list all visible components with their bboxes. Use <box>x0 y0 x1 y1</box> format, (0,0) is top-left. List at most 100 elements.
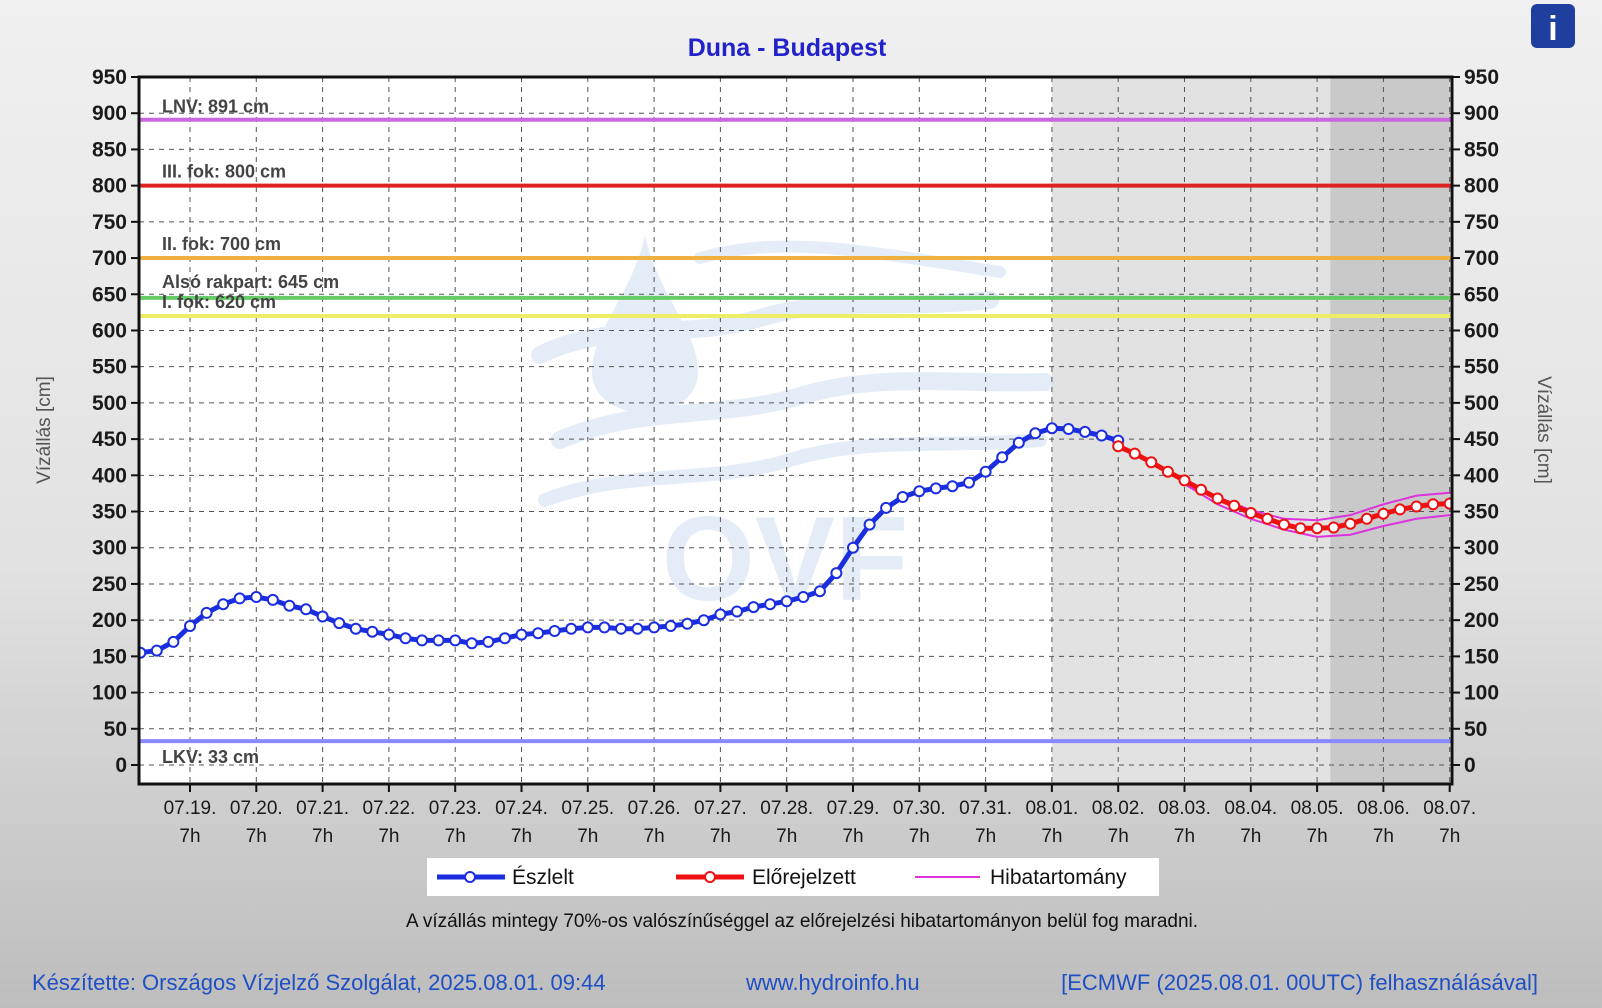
y-tick-label-left-750: 750 <box>92 211 127 234</box>
series-1-point-19 <box>1427 498 1440 511</box>
series-0-point-38 <box>764 598 777 611</box>
x-tick-date-10: 07.29. <box>827 798 880 819</box>
series-0-point-58 <box>1095 429 1108 442</box>
series-0-point-53 <box>1012 436 1025 449</box>
x-tick-hour-7: 7h <box>644 826 665 847</box>
x-tick-hour-18: 7h <box>1373 826 1394 847</box>
y-tick-label-right-400: 400 <box>1464 464 1499 487</box>
y-tick-label-left-550: 550 <box>92 356 127 379</box>
x-tick-date-5: 07.24. <box>495 798 548 819</box>
x-tick-date-17: 08.05. <box>1291 798 1344 819</box>
series-0-point-14 <box>366 625 379 638</box>
footer-website[interactable]: www.hydroinfo.hu <box>745 970 920 995</box>
legend-observed-label: Észlelt <box>512 866 574 889</box>
series-0-point-40 <box>797 591 810 603</box>
info-icon-glyph: i <box>1548 10 1557 48</box>
series-1-point-15 <box>1360 512 1373 525</box>
y-tick-label-left-900: 900 <box>92 102 127 125</box>
series-1-point-5 <box>1195 483 1208 496</box>
x-tick-date-16: 08.04. <box>1224 798 1277 819</box>
probability-note: A vízállás mintegy 70%-os valószínűségge… <box>406 911 1198 932</box>
series-0-point-6 <box>233 592 246 605</box>
y-tick-label-left-700: 700 <box>92 247 127 270</box>
x-tick-hour-12: 7h <box>975 826 996 847</box>
series-1-point-9 <box>1261 512 1274 525</box>
x-tick-date-2: 07.21. <box>296 798 349 819</box>
series-0-point-35 <box>714 608 727 621</box>
info-button[interactable]: i <box>1531 4 1575 48</box>
y-tick-label-right-750: 750 <box>1464 211 1499 234</box>
legend-box <box>427 858 1159 896</box>
y-tick-label-right-0: 0 <box>1464 754 1476 777</box>
x-tick-date-4: 07.23. <box>429 798 482 819</box>
series-0-point-37 <box>747 601 760 614</box>
series-1-point-8 <box>1244 507 1257 519</box>
y-axis-label-left: Vízállás [cm] <box>34 376 55 484</box>
series-1-point-25 <box>1528 512 1538 522</box>
legend-observed-marker <box>464 871 476 883</box>
y-tick-label-right-950: 950 <box>1464 66 1499 89</box>
x-tick-hour-19: 7h <box>1439 826 1460 847</box>
y-tick-label-right-500: 500 <box>1464 392 1499 415</box>
x-tick-date-0: 07.19. <box>164 798 217 819</box>
series-0-point-55 <box>1045 422 1058 435</box>
series-0-point-49 <box>946 480 959 493</box>
y-tick-label-left-800: 800 <box>92 175 127 198</box>
x-tick-date-18: 08.06. <box>1357 798 1410 819</box>
series-0-point-23 <box>515 628 528 641</box>
y-tick-label-left-450: 450 <box>92 428 127 451</box>
y-tick-label-left-600: 600 <box>92 319 127 342</box>
footer-source: [ECMWF (2025.08.01. 00UTC) felhasználásá… <box>1061 970 1538 995</box>
series-0-point-33 <box>681 617 694 630</box>
series-1-point-4 <box>1178 474 1191 487</box>
x-tick-date-1: 07.20. <box>230 798 283 819</box>
y-tick-label-left-50: 50 <box>104 718 127 741</box>
x-tick-hour-5: 7h <box>511 826 532 847</box>
footer-author: Készítette: Országos Vízjelző Szolgálat,… <box>32 970 606 995</box>
y-tick-label-left-650: 650 <box>92 283 127 306</box>
x-tick-date-14: 08.02. <box>1092 798 1145 819</box>
y-tick-label-right-300: 300 <box>1464 537 1499 560</box>
series-1-point-13 <box>1327 521 1340 534</box>
series-1-point-6 <box>1211 492 1224 505</box>
series-0-point-21 <box>482 635 495 648</box>
y-tick-label-right-50: 50 <box>1464 718 1487 741</box>
series-0-point-43 <box>847 541 859 554</box>
series-1-point-17 <box>1394 503 1406 516</box>
series-1-point-24 <box>1511 509 1521 519</box>
reference-label-1: III. fok: 800 cm <box>162 162 286 182</box>
series-0-point-7 <box>250 591 263 603</box>
series-0-point-18 <box>432 634 445 647</box>
y-axis-label-right: Vízállás [cm] <box>1533 376 1554 484</box>
series-0-point-45 <box>880 501 893 514</box>
series-0-point-20 <box>465 637 478 650</box>
x-tick-date-6: 07.25. <box>561 798 614 819</box>
series-0-point-9 <box>283 599 296 612</box>
x-tick-date-9: 07.28. <box>760 798 813 819</box>
series-0-point-3 <box>184 620 196 632</box>
y-tick-label-right-550: 550 <box>1464 356 1499 379</box>
plot-frame <box>137 75 1454 786</box>
y-tick-label-right-600: 600 <box>1464 319 1499 342</box>
x-tick-hour-1: 7h <box>246 826 267 847</box>
series-0-point-25 <box>548 625 561 637</box>
series-0-point-19 <box>449 634 462 647</box>
x-tick-hour-0: 7h <box>179 826 200 847</box>
y-tick-label-right-200: 200 <box>1464 609 1499 632</box>
series-0-point-17 <box>416 634 428 647</box>
x-tick-hour-16: 7h <box>1240 826 1261 847</box>
chart-title: Duna - Budapest <box>688 34 887 62</box>
y-tick-label-right-700: 700 <box>1464 247 1499 270</box>
series-0-point-47 <box>913 485 926 498</box>
x-tick-hour-14: 7h <box>1108 826 1129 847</box>
series-0-point-22 <box>498 632 511 645</box>
wave-3 <box>538 433 1047 507</box>
series-1-point-0 <box>1112 440 1125 453</box>
series-0-point-1 <box>150 644 163 657</box>
y-tick-label-left-350: 350 <box>92 501 127 524</box>
forecast-shade-1 <box>1330 77 1450 784</box>
series-0-point-42 <box>830 567 843 580</box>
info-icon <box>1531 4 1575 48</box>
series-0-point-48 <box>929 482 942 495</box>
error-band-lower <box>1183 483 1452 538</box>
